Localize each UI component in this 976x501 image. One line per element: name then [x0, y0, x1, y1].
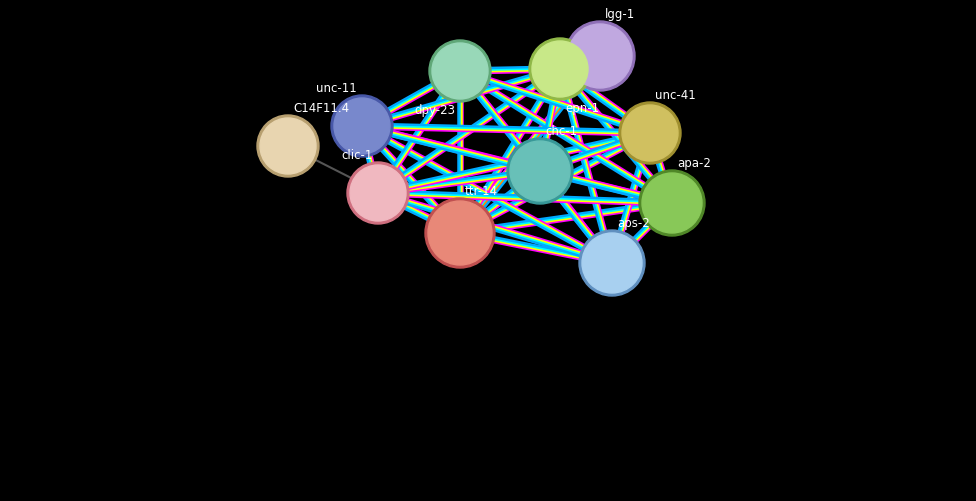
Circle shape	[622, 106, 678, 162]
Circle shape	[642, 174, 702, 233]
Circle shape	[429, 41, 491, 103]
Circle shape	[510, 142, 570, 201]
Text: aps-2: aps-2	[617, 216, 650, 229]
Circle shape	[507, 139, 573, 204]
Text: ttr-14: ttr-14	[465, 185, 498, 197]
Circle shape	[529, 39, 591, 101]
Circle shape	[568, 25, 632, 89]
Circle shape	[260, 119, 316, 175]
Circle shape	[582, 233, 642, 294]
Circle shape	[331, 96, 393, 158]
Text: unc-11: unc-11	[316, 82, 357, 95]
Circle shape	[619, 103, 681, 165]
Text: C14F11.4: C14F11.4	[293, 102, 349, 115]
Circle shape	[425, 198, 495, 269]
Circle shape	[565, 22, 635, 92]
Text: epn-1: epn-1	[565, 102, 599, 115]
Circle shape	[334, 99, 390, 155]
Text: clic-1: clic-1	[342, 149, 373, 162]
Text: unc-41: unc-41	[655, 89, 696, 102]
Circle shape	[532, 42, 588, 98]
Circle shape	[347, 163, 409, 224]
Text: apa-2: apa-2	[677, 157, 711, 170]
Circle shape	[350, 166, 406, 221]
Circle shape	[579, 230, 645, 297]
Circle shape	[639, 171, 705, 236]
Circle shape	[432, 44, 488, 100]
Text: chc-1: chc-1	[545, 125, 577, 138]
Text: dpy-23: dpy-23	[414, 104, 455, 117]
Text: lgg-1: lgg-1	[605, 8, 635, 21]
Circle shape	[257, 116, 319, 178]
Circle shape	[428, 201, 492, 266]
